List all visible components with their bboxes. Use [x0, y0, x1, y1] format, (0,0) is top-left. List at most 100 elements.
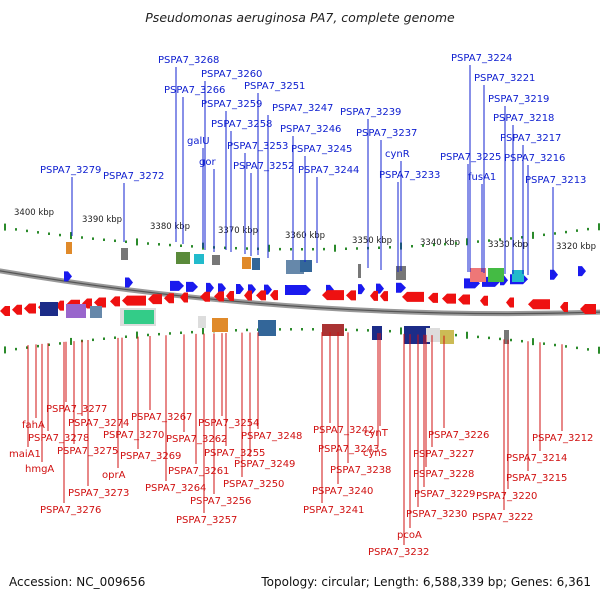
- forward-gene-arrow: [358, 284, 365, 295]
- tick-mark: [158, 243, 160, 246]
- top-gene-label: PSPA7_3217: [500, 133, 561, 144]
- domain-box: [286, 260, 304, 274]
- top-gene-label: cynR: [385, 149, 410, 160]
- tick-mark: [290, 328, 292, 331]
- tick-mark: [301, 328, 303, 331]
- tick-mark: [510, 338, 512, 342]
- tick-mark: [477, 240, 479, 243]
- tick-mark: [312, 247, 314, 251]
- tick-mark: [356, 247, 358, 250]
- tick-mark: [323, 247, 325, 251]
- top-gene-label: PSPA7_3213: [525, 175, 586, 186]
- tick-mark: [246, 247, 248, 250]
- domain-box: [198, 316, 206, 328]
- tick-mark: [301, 247, 303, 251]
- kbp-label: 3400 kbp: [14, 208, 54, 218]
- domain-box: [212, 255, 220, 265]
- tick-mark: [59, 233, 61, 237]
- bottom-gene-label: PSPA7_3249: [234, 459, 295, 470]
- tick-mark: [191, 330, 193, 334]
- reverse-gene-arrow: [12, 304, 22, 315]
- top-gene-label: PSPA7_3252: [233, 161, 294, 172]
- tick-mark: [378, 246, 380, 250]
- top-gene-label: PSPA7_3244: [298, 165, 359, 176]
- bottom-gene-label: PSPA7_3230: [406, 509, 467, 520]
- reverse-gene-arrow: [164, 293, 174, 304]
- reverse-gene-arrow: [480, 295, 488, 306]
- bottom-gene-label: PSPA7_3262: [166, 434, 227, 445]
- bottom-gene-label: PSPA7_3264: [145, 483, 206, 494]
- tick-mark: [268, 244, 270, 252]
- bottom-gene-label: PSPA7_3226: [428, 430, 489, 441]
- forward-gene-arrow: [236, 283, 244, 294]
- reverse-gene-arrow: [24, 303, 36, 314]
- top-gene-label: PSPA7_3245: [291, 144, 352, 155]
- domain-box: [396, 266, 406, 280]
- domain-box: [504, 330, 509, 344]
- bottom-gene-label: PSPA7_3229: [414, 489, 475, 500]
- bottom-gene-label: PSPA7_3220: [476, 491, 537, 502]
- bottom-gene-label: hmgA: [25, 464, 54, 475]
- bottom-gene-label: PSPA7_3254: [198, 418, 259, 429]
- kbp-label: 3380 kbp: [150, 222, 190, 232]
- bottom-gene-label: oprA: [102, 470, 126, 481]
- domain-box: [124, 310, 154, 324]
- top-gene-label: PSPA7_3239: [340, 107, 401, 118]
- tick-mark: [389, 329, 391, 333]
- forward-gene-arrow: [206, 282, 214, 293]
- bottom-gene-label: PSPA7_3261: [168, 466, 229, 477]
- bottom-gene-label: PSPA7_3240: [312, 486, 373, 497]
- bottom-gene-label: PSPA7_3270: [103, 430, 164, 441]
- domain-box: [322, 324, 344, 336]
- topology-text: Topology: circular; Length: 6,588,339 bp…: [260, 575, 591, 589]
- bottom-gene-label: PSPA7_3275: [57, 446, 118, 457]
- top-gene-label: PSPA7_3219: [488, 94, 549, 105]
- tick-mark: [565, 230, 567, 234]
- top-gene-label: PSPA7_3218: [493, 113, 554, 124]
- tick-mark: [37, 231, 39, 234]
- tick-mark: [455, 333, 457, 337]
- top-gene-label: PSPA7_3246: [280, 124, 341, 135]
- bottom-gene-label: PSPA7_3277: [46, 404, 107, 415]
- reverse-gene-arrow: [428, 292, 438, 303]
- domain-box: [66, 304, 86, 318]
- tick-mark: [521, 339, 523, 343]
- top-gene-label: galU: [187, 136, 210, 147]
- tick-mark: [59, 342, 61, 345]
- reverse-gene-arrow: [506, 297, 514, 308]
- top-gene-labels: PSPA7_3268 PSPA7_3260 PSPA7_3266 PSPA7_3251…: [40, 53, 586, 186]
- kbp-label: 3320 kbp: [556, 242, 596, 252]
- reverse-gene-arrow: [244, 290, 252, 301]
- tick-mark: [169, 332, 171, 335]
- tick-mark: [92, 237, 94, 240]
- top-gene-label: PSPA7_3247: [272, 103, 333, 114]
- forward-gene-arrow: [125, 277, 133, 288]
- backbone-core: [0, 270, 600, 315]
- label-leader-lines: [27, 65, 563, 545]
- reverse-gene-arrow: [346, 290, 356, 301]
- kbp-label: 3350 kbp: [352, 236, 392, 246]
- tick-mark: [103, 337, 105, 340]
- domain-box: [488, 268, 504, 282]
- tick-mark: [26, 229, 28, 233]
- top-gene-label: PSPA7_3268: [158, 55, 219, 66]
- reverse-gene-arrow: [380, 291, 388, 302]
- reverse-gene-arrow: [94, 297, 106, 308]
- tick-mark: [576, 229, 578, 232]
- bottom-gene-label: PSPA7_3222: [472, 512, 533, 523]
- bottom-gene-label: PSPA7_3273: [68, 488, 129, 499]
- bottom-gene-label: PSPA7_3248: [241, 431, 302, 442]
- genome-backbone: [0, 268, 600, 317]
- map-title: Pseudomonas aeruginosa PA7, complete gen…: [145, 10, 455, 25]
- bottom-gene-label: fahA: [22, 420, 45, 431]
- tick-mark: [554, 232, 556, 235]
- tick-mark: [444, 242, 446, 246]
- tick-mark: [532, 231, 534, 239]
- tick-mark: [312, 328, 314, 331]
- kbp-label: 3330 kbp: [488, 240, 528, 250]
- domain-box: [66, 242, 72, 254]
- bottom-gene-label: PSPA7_3267: [131, 412, 192, 423]
- bottom-gene-label: PSPA7_3276: [40, 505, 101, 516]
- kbp-label: 3370 kbp: [218, 226, 258, 236]
- tick-mark: [290, 247, 292, 251]
